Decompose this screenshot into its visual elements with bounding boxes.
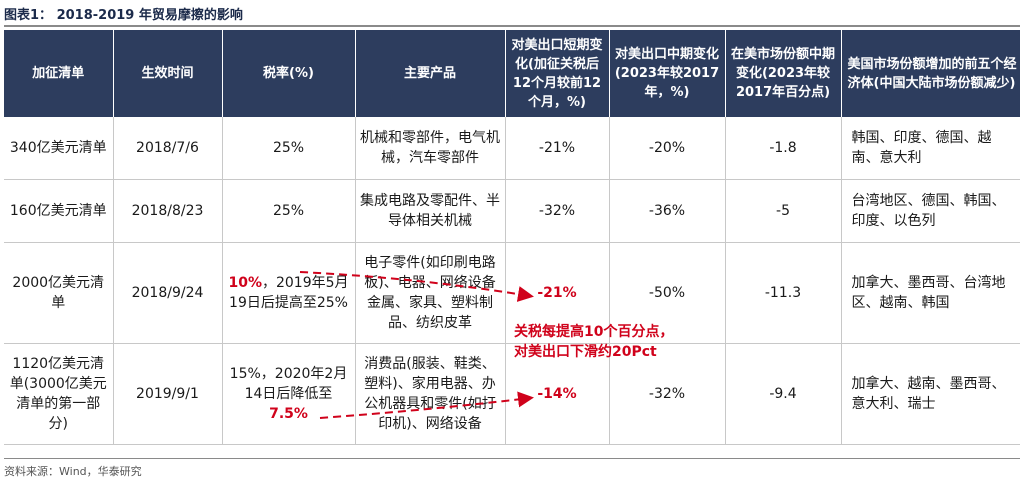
cell-list: 340亿美元清单: [4, 117, 113, 180]
cell-mid-change: -20%: [608, 117, 725, 180]
cell-list: 160亿美元清单: [4, 179, 113, 243]
cell-list: 1120亿美元清单(3000亿美元清单的第一部分): [4, 343, 113, 445]
top-rule: [4, 25, 1020, 27]
cell-mid-change: -36%: [608, 179, 725, 243]
figure-title: 图表1： 2018-2019 年贸易摩擦的影响: [4, 8, 243, 23]
rate-highlight: 10%: [228, 275, 262, 291]
header-short-change: 对美出口短期变化(加征关税后12个月较前12个月，%): [504, 30, 609, 117]
cell-top5: 台湾地区、德国、韩国、印度、以色列: [840, 179, 1020, 243]
cell-share-change: -11.3: [724, 242, 841, 344]
bottom-rule: [4, 458, 1020, 459]
cell-top5: 韩国、印度、德国、越南、意大利: [840, 117, 1020, 180]
annotation-note: 关税每提高10个百分点， 对美出口下滑约20Pct: [514, 322, 673, 362]
header-products: 主要产品: [354, 30, 505, 117]
cell-rate: 25%: [221, 179, 355, 243]
cell-products: 机械和零部件，电气机械，汽车零部件: [354, 117, 505, 180]
cell-mid-change: -50%: [608, 242, 725, 344]
cell-products: 集成电路及零配件、半导体相关机械: [354, 179, 505, 243]
cell-rate: 15%，2020年2月14日后降低至 7.5%: [221, 343, 355, 445]
source-note: 资料来源：Wind，华泰研究: [4, 465, 142, 478]
cell-top5: 加拿大、墨西哥、台湾地区、越南、韩国: [840, 242, 1020, 344]
cell-date: 2018/8/23: [112, 179, 222, 243]
arrow-row4-icon: [319, 391, 534, 419]
table-row: 2000亿美元清单 2018/9/24 10%，2019年5月19日后提高至25…: [4, 242, 1020, 344]
header-row: 加征清单 生效时间 税率(%) 主要产品 对美出口短期变化(加征关税后12个月较…: [4, 30, 1020, 117]
annotation-line2: 对美出口下滑约20Pct: [514, 344, 657, 360]
cell-products: 电子零件(如印刷电路板)、电器、网络设备金属、家具、塑料制品、纺织皮革: [354, 242, 505, 344]
cell-short-change: -21%: [504, 117, 609, 180]
header-top5: 美国市场份额增加的前五个经济体(中国大陆市场份额减少): [840, 30, 1020, 117]
header-share-change: 在美市场份额中期变化(2023年较2017年百分点): [724, 30, 841, 117]
table-row: 160亿美元清单 2018/8/23 25% 集成电路及零配件、半导体相关机械 …: [4, 179, 1020, 243]
cell-share-change: -5: [724, 179, 841, 243]
cell-products: 消费品(服装、鞋类、塑料)、家用电器、办公机器具和零件(如打印机)、网络设备: [354, 343, 505, 445]
cell-date: 2018/7/6: [112, 117, 222, 180]
cell-rate: 10%，2019年5月19日后提高至25%: [221, 242, 355, 344]
header-rate: 税率(%): [221, 30, 355, 117]
cell-date: 2019/9/1: [112, 343, 222, 445]
rate-detail: ，2019年5月19日后提高至25%: [229, 275, 349, 311]
cell-short-change: -32%: [504, 179, 609, 243]
annotation-line1: 关税每提高10个百分点，: [514, 324, 674, 340]
cell-list: 2000亿美元清单: [4, 242, 113, 344]
arrow-row3-icon: [299, 271, 534, 302]
tariff-impact-table: 加征清单 生效时间 税率(%) 主要产品 对美出口短期变化(加征关税后12个月较…: [4, 30, 1020, 445]
cell-mid-change: -32%: [608, 343, 725, 445]
table-row: 340亿美元清单 2018/7/6 25% 机械和零部件，电气机械，汽车零部件 …: [4, 117, 1020, 180]
header-mid-change: 对美出口中期变化(2023年较2017年，%): [608, 30, 725, 117]
table-row: 1120亿美元清单(3000亿美元清单的第一部分) 2019/9/1 15%，2…: [4, 343, 1020, 445]
cell-share-change: -9.4: [724, 343, 841, 445]
header-list: 加征清单: [4, 30, 113, 117]
cell-date: 2018/9/24: [112, 242, 222, 344]
rate-highlight: 7.5%: [269, 406, 308, 422]
rate-detail: 15%，2020年2月14日后降低至: [229, 366, 348, 402]
header-date: 生效时间: [112, 30, 222, 117]
cell-rate: 25%: [221, 117, 355, 180]
cell-share-change: -1.8: [724, 117, 841, 180]
cell-top5: 加拿大、越南、墨西哥、意大利、瑞士: [840, 343, 1020, 445]
